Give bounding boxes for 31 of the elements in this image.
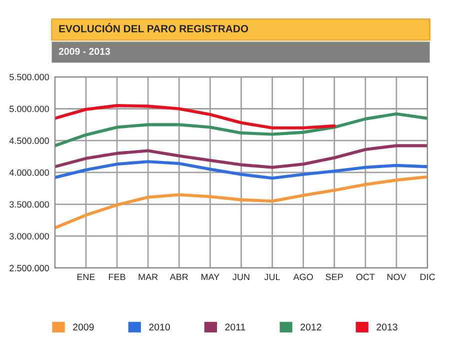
legend-label: 2013 bbox=[376, 324, 398, 330]
chart-title: EVOLUCIÓN DEL PARO REGISTRADO bbox=[59, 23, 248, 32]
x-tick-label: MAY bbox=[201, 274, 220, 280]
legend-label: 2012 bbox=[300, 324, 322, 330]
x-tick-label: FEB bbox=[108, 274, 126, 280]
x-tick-label: NOV bbox=[387, 274, 406, 280]
y-tick-label: 2.500.000 bbox=[10, 264, 49, 272]
line-series bbox=[54, 160, 428, 180]
line-series bbox=[54, 104, 336, 130]
x-tick-label: JUL bbox=[264, 274, 280, 280]
y-tick-label: 5.500.000 bbox=[10, 74, 49, 80]
y-tick-label: 3.500.000 bbox=[10, 201, 49, 208]
y-tick-label: 3.000.000 bbox=[10, 233, 49, 240]
legend-label: 2010 bbox=[149, 324, 170, 330]
x-tick-label: MAR bbox=[138, 274, 158, 280]
x-tick-label: JUN bbox=[232, 274, 250, 280]
x-tick-label: ABR bbox=[170, 274, 188, 280]
x-tick-label: AGO bbox=[293, 274, 313, 280]
line-series bbox=[54, 144, 428, 169]
line-series bbox=[54, 112, 428, 148]
y-tick-label: 4.500.000 bbox=[9, 138, 49, 144]
x-tick-label: SEP bbox=[326, 274, 343, 280]
x-tick-label: OCT bbox=[356, 274, 375, 280]
chart-subtitle: 2009 - 2013 bbox=[58, 48, 110, 55]
x-tick-label: ENE bbox=[77, 274, 95, 280]
line-series bbox=[54, 175, 428, 230]
legend-label: 2011 bbox=[225, 324, 246, 330]
y-tick-label: 5.000.000 bbox=[10, 106, 49, 112]
x-tick-label: DIC bbox=[420, 274, 435, 280]
legend-label: 2009 bbox=[73, 324, 94, 330]
y-tick-label: 4.000.000 bbox=[9, 169, 49, 176]
